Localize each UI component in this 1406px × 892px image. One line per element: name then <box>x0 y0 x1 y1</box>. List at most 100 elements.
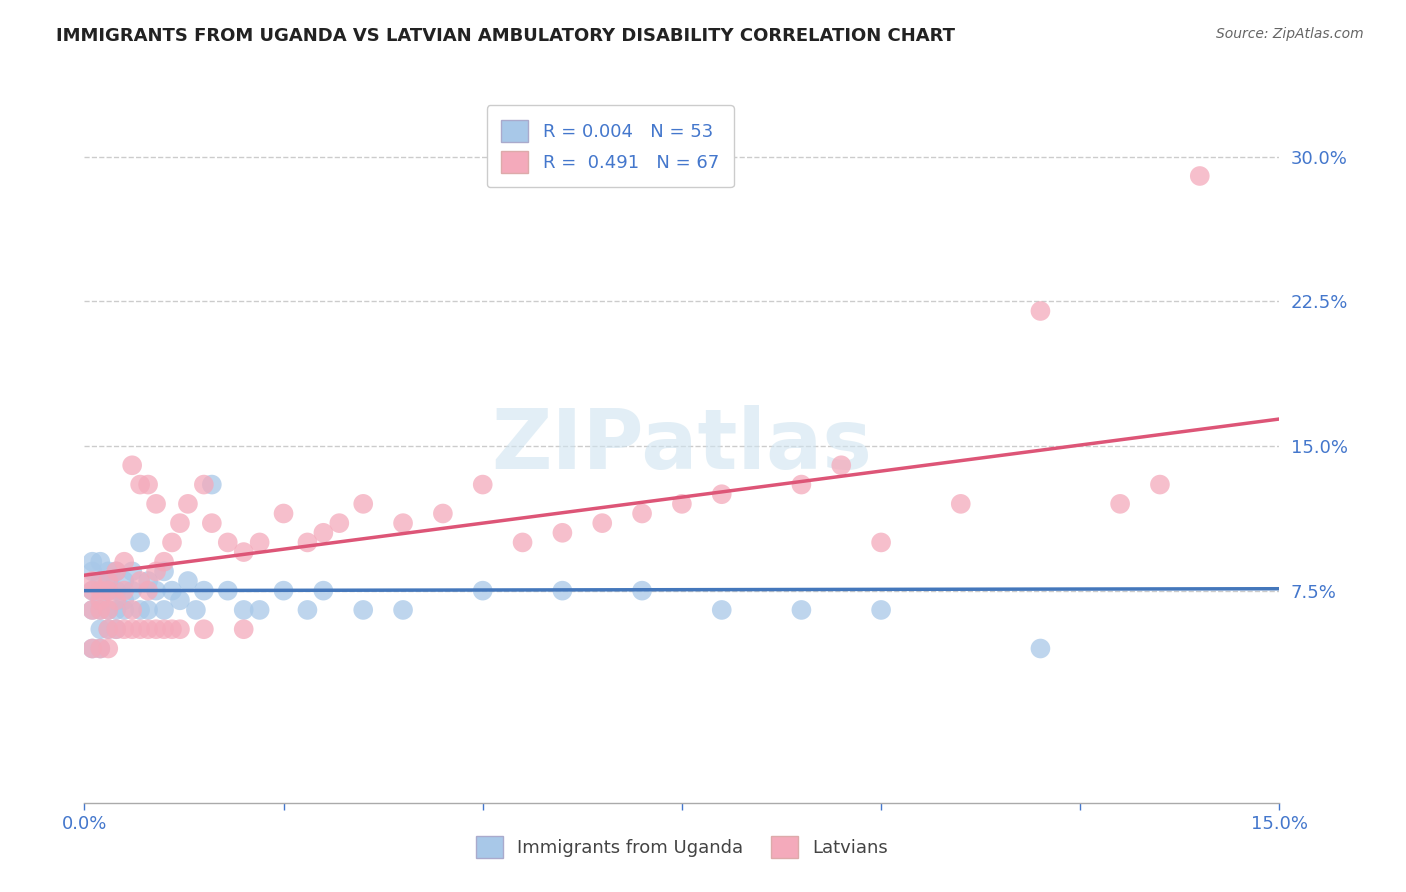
Point <box>97 565 120 579</box>
Point <box>82 583 104 598</box>
Point <box>105 565 128 579</box>
Point <box>129 603 152 617</box>
Point <box>82 555 104 569</box>
Point <box>105 565 128 579</box>
Point <box>145 622 167 636</box>
Point <box>249 535 271 549</box>
Point <box>392 516 415 530</box>
Point <box>136 622 159 636</box>
Point <box>105 593 128 607</box>
Point <box>89 593 111 607</box>
Point <box>177 574 200 588</box>
Point <box>249 603 271 617</box>
Point <box>97 603 120 617</box>
Point <box>112 555 135 569</box>
Point <box>121 565 143 579</box>
Point <box>551 583 574 598</box>
Point <box>1149 477 1171 491</box>
Point <box>1109 497 1132 511</box>
Point <box>297 603 319 617</box>
Point <box>217 535 239 549</box>
Point <box>160 622 183 636</box>
Point <box>97 574 120 588</box>
Point <box>112 622 135 636</box>
Point <box>121 583 143 598</box>
Point <box>82 641 104 656</box>
Point <box>217 583 239 598</box>
Point <box>392 603 415 617</box>
Point <box>153 565 176 579</box>
Point <box>1029 304 1052 318</box>
Point <box>145 583 167 598</box>
Point <box>105 622 128 636</box>
Point <box>870 535 893 549</box>
Point <box>153 622 176 636</box>
Point <box>112 583 135 598</box>
Point <box>89 641 111 656</box>
Point <box>153 603 176 617</box>
Point <box>177 497 200 511</box>
Point <box>471 583 494 598</box>
Point <box>551 525 574 540</box>
Point <box>129 574 152 588</box>
Point <box>352 497 374 511</box>
Point <box>97 622 120 636</box>
Point <box>160 583 183 598</box>
Point <box>273 507 295 521</box>
Point <box>710 487 733 501</box>
Point <box>136 574 159 588</box>
Point <box>352 603 374 617</box>
Point <box>121 603 143 617</box>
Point <box>160 535 183 549</box>
Point <box>153 555 176 569</box>
Point <box>89 574 111 588</box>
Point <box>169 622 191 636</box>
Point <box>830 458 852 473</box>
Point <box>105 603 128 617</box>
Point <box>312 583 335 598</box>
Point <box>949 497 972 511</box>
Point <box>1188 169 1211 183</box>
Point <box>273 583 295 598</box>
Point <box>145 565 167 579</box>
Point <box>82 574 104 588</box>
Point <box>89 641 111 656</box>
Point <box>121 458 143 473</box>
Point <box>89 603 111 617</box>
Point <box>710 603 733 617</box>
Point <box>169 593 191 607</box>
Point <box>97 583 120 598</box>
Point <box>145 497 167 511</box>
Point <box>129 477 152 491</box>
Point <box>1029 641 1052 656</box>
Point <box>97 622 120 636</box>
Point <box>232 622 254 636</box>
Point <box>82 565 104 579</box>
Point <box>136 603 159 617</box>
Point <box>129 622 152 636</box>
Point <box>89 603 111 617</box>
Point <box>631 507 654 521</box>
Point <box>193 583 215 598</box>
Point <box>112 603 135 617</box>
Point <box>184 603 207 617</box>
Point <box>89 622 111 636</box>
Point <box>671 497 693 511</box>
Point <box>112 593 135 607</box>
Point <box>97 574 120 588</box>
Point <box>82 641 104 656</box>
Point <box>129 535 152 549</box>
Point <box>232 545 254 559</box>
Point <box>136 477 159 491</box>
Point <box>105 583 128 598</box>
Point <box>312 525 335 540</box>
Point <box>870 603 893 617</box>
Text: IMMIGRANTS FROM UGANDA VS LATVIAN AMBULATORY DISABILITY CORRELATION CHART: IMMIGRANTS FROM UGANDA VS LATVIAN AMBULA… <box>56 27 955 45</box>
Point <box>121 622 143 636</box>
Point <box>82 603 104 617</box>
Text: ZIPatlas: ZIPatlas <box>492 406 872 486</box>
Point <box>297 535 319 549</box>
Point <box>89 593 111 607</box>
Point <box>193 622 215 636</box>
Point <box>97 603 120 617</box>
